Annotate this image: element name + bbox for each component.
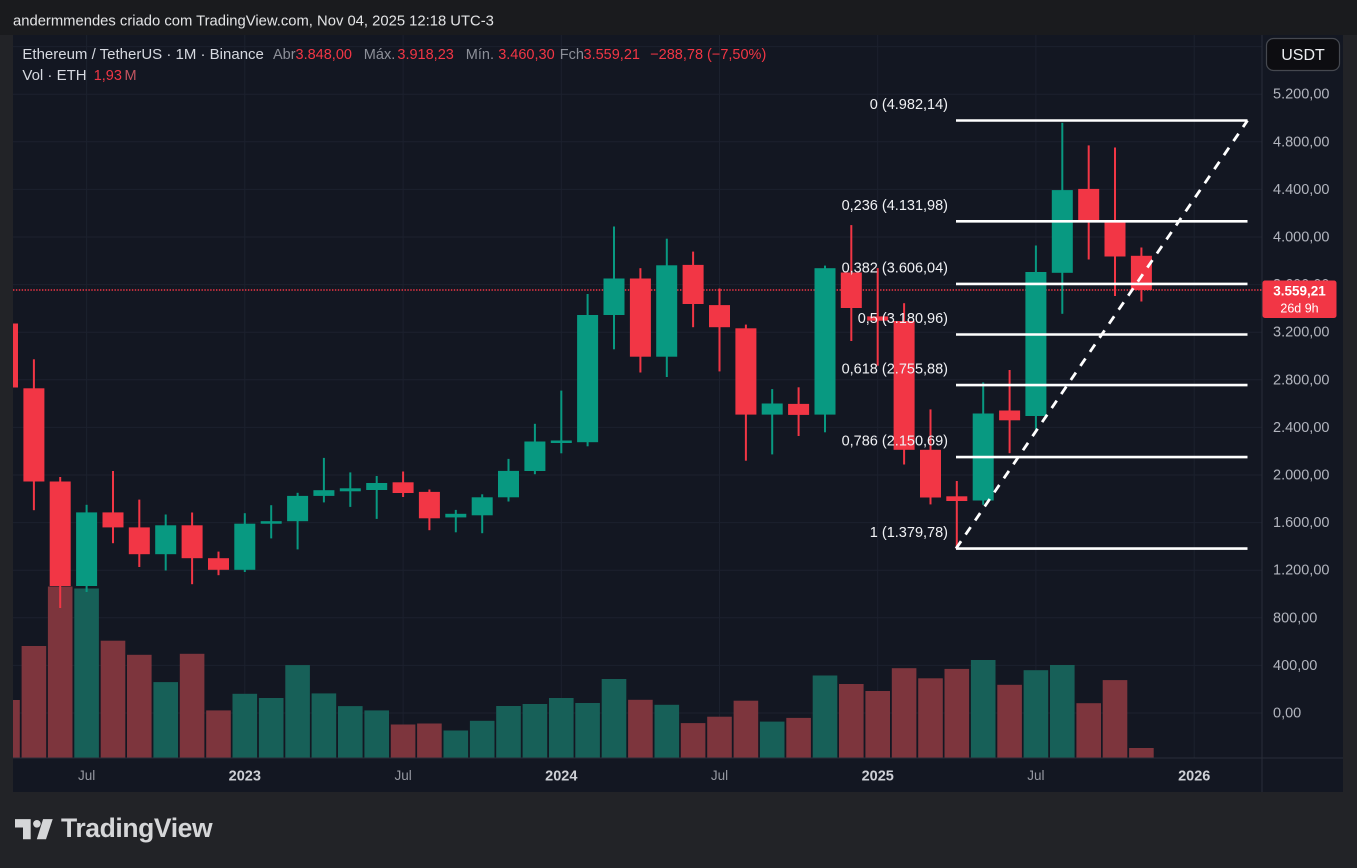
svg-text:1 (1.379,78): 1 (1.379,78)	[870, 525, 948, 541]
svg-text:0,236 (4.131,98): 0,236 (4.131,98)	[842, 198, 948, 214]
svg-text:26d 9h: 26d 9h	[1280, 302, 1318, 316]
svg-text:3.559,21: 3.559,21	[1273, 284, 1326, 299]
svg-text:0,618 (2.755,88): 0,618 (2.755,88)	[842, 362, 948, 378]
svg-text:Vol · ETH: Vol · ETH	[22, 67, 86, 84]
svg-text:2024: 2024	[545, 769, 577, 785]
svg-text:Fch: Fch	[560, 47, 584, 63]
svg-text:2.000,00: 2.000,00	[1273, 468, 1329, 484]
svg-text:0,382 (3.606,04): 0,382 (3.606,04)	[842, 260, 948, 276]
svg-text:800,00: 800,00	[1273, 610, 1317, 626]
svg-text:2.400,00: 2.400,00	[1273, 420, 1329, 436]
svg-text:4.000,00: 4.000,00	[1273, 230, 1329, 246]
svg-text:3.848,00: 3.848,00	[296, 47, 352, 63]
svg-text:USDT: USDT	[1281, 47, 1325, 64]
svg-text:TradingView: TradingView	[61, 813, 213, 843]
svg-text:Ethereum / TetherUS · 1M · Bin: Ethereum / TetherUS · 1M · Binance	[22, 46, 264, 63]
svg-text:3.918,23: 3.918,23	[397, 47, 453, 63]
svg-text:0 (4.982,14): 0 (4.982,14)	[870, 97, 948, 113]
svg-text:M: M	[125, 68, 137, 84]
svg-text:Jul: Jul	[711, 768, 728, 783]
svg-text:3.200,00: 3.200,00	[1273, 325, 1329, 341]
svg-text:4.800,00: 4.800,00	[1273, 134, 1329, 150]
svg-text:Abr: Abr	[273, 47, 296, 63]
svg-text:1.200,00: 1.200,00	[1273, 563, 1329, 579]
svg-text:3.559,21: 3.559,21	[584, 47, 640, 63]
svg-text:0,786 (2.150,69): 0,786 (2.150,69)	[842, 434, 948, 450]
svg-text:Jul: Jul	[394, 768, 411, 783]
svg-text:1,93: 1,93	[94, 68, 122, 84]
svg-text:2026: 2026	[1178, 769, 1210, 785]
svg-text:5.200,00: 5.200,00	[1273, 87, 1329, 103]
svg-text:0,00: 0,00	[1273, 706, 1301, 722]
svg-text:Mín.: Mín.	[466, 47, 494, 63]
svg-text:400,00: 400,00	[1273, 658, 1317, 674]
svg-text:2023: 2023	[229, 769, 261, 785]
svg-text:4.400,00: 4.400,00	[1273, 182, 1329, 198]
svg-text:0,5 (3.180,96): 0,5 (3.180,96)	[858, 311, 948, 327]
svg-text:1.600,00: 1.600,00	[1273, 515, 1329, 531]
svg-text:3.460,30: 3.460,30	[498, 47, 554, 63]
svg-text:−288,78 (−7,50%): −288,78 (−7,50%)	[650, 47, 766, 63]
svg-text:Jul: Jul	[78, 768, 95, 783]
svg-text:Máx.: Máx.	[364, 47, 395, 63]
svg-text:andermmendes criado com Tradin: andermmendes criado com TradingView.com,…	[13, 14, 494, 30]
svg-text:2025: 2025	[862, 769, 894, 785]
svg-text:Jul: Jul	[1027, 768, 1044, 783]
svg-text:2.800,00: 2.800,00	[1273, 372, 1329, 388]
